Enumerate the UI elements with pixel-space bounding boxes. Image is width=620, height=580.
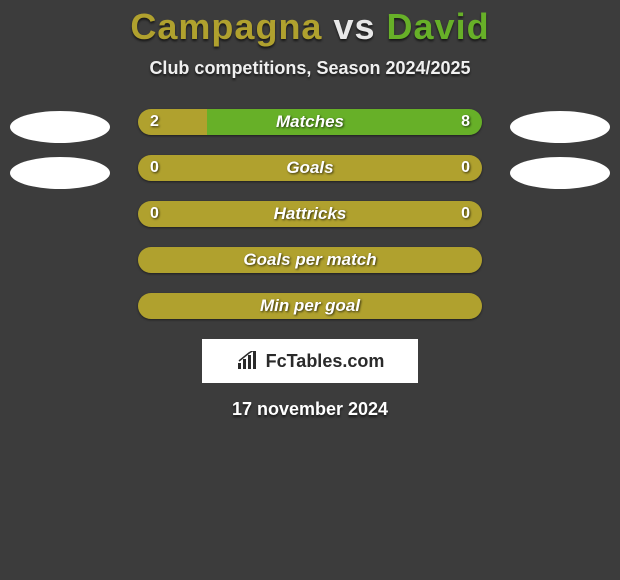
stat-value-right: 8 xyxy=(461,109,470,135)
stat-row-goals: 0 Goals 0 xyxy=(138,155,482,181)
stat-label: Matches xyxy=(138,109,482,135)
page-title: Campagna vs David xyxy=(0,6,620,48)
player1-avatar-top xyxy=(10,111,110,143)
stat-label: Goals xyxy=(138,155,482,181)
title-vs: vs xyxy=(333,6,375,47)
player2-avatar-second xyxy=(510,157,610,189)
stat-label: Min per goal xyxy=(138,293,482,319)
stat-label: Goals per match xyxy=(138,247,482,273)
stat-row-hattricks: 0 Hattricks 0 xyxy=(138,201,482,227)
chart-icon xyxy=(236,351,260,371)
date-text: 17 november 2024 xyxy=(0,399,620,420)
player1-avatar-second xyxy=(10,157,110,189)
stat-value-right: 0 xyxy=(461,201,470,227)
branding-text: FcTables.com xyxy=(266,351,385,372)
comparison-area: 2 Matches 8 0 Goals 0 0 Hattricks 0 xyxy=(0,109,620,420)
comparison-infographic: Campagna vs David Club competitions, Sea… xyxy=(0,6,620,580)
title-player1: Campagna xyxy=(130,6,322,47)
stat-bars: 2 Matches 8 0 Goals 0 0 Hattricks 0 xyxy=(138,109,482,319)
player2-avatar-top xyxy=(510,111,610,143)
stat-value-right: 0 xyxy=(461,155,470,181)
stat-row-matches: 2 Matches 8 xyxy=(138,109,482,135)
page-subtitle: Club competitions, Season 2024/2025 xyxy=(0,58,620,79)
title-player2: David xyxy=(387,6,490,47)
stat-row-min-per-goal: Min per goal xyxy=(138,293,482,319)
stat-label: Hattricks xyxy=(138,201,482,227)
stat-row-goals-per-match: Goals per match xyxy=(138,247,482,273)
branding-box: FcTables.com xyxy=(202,339,418,383)
